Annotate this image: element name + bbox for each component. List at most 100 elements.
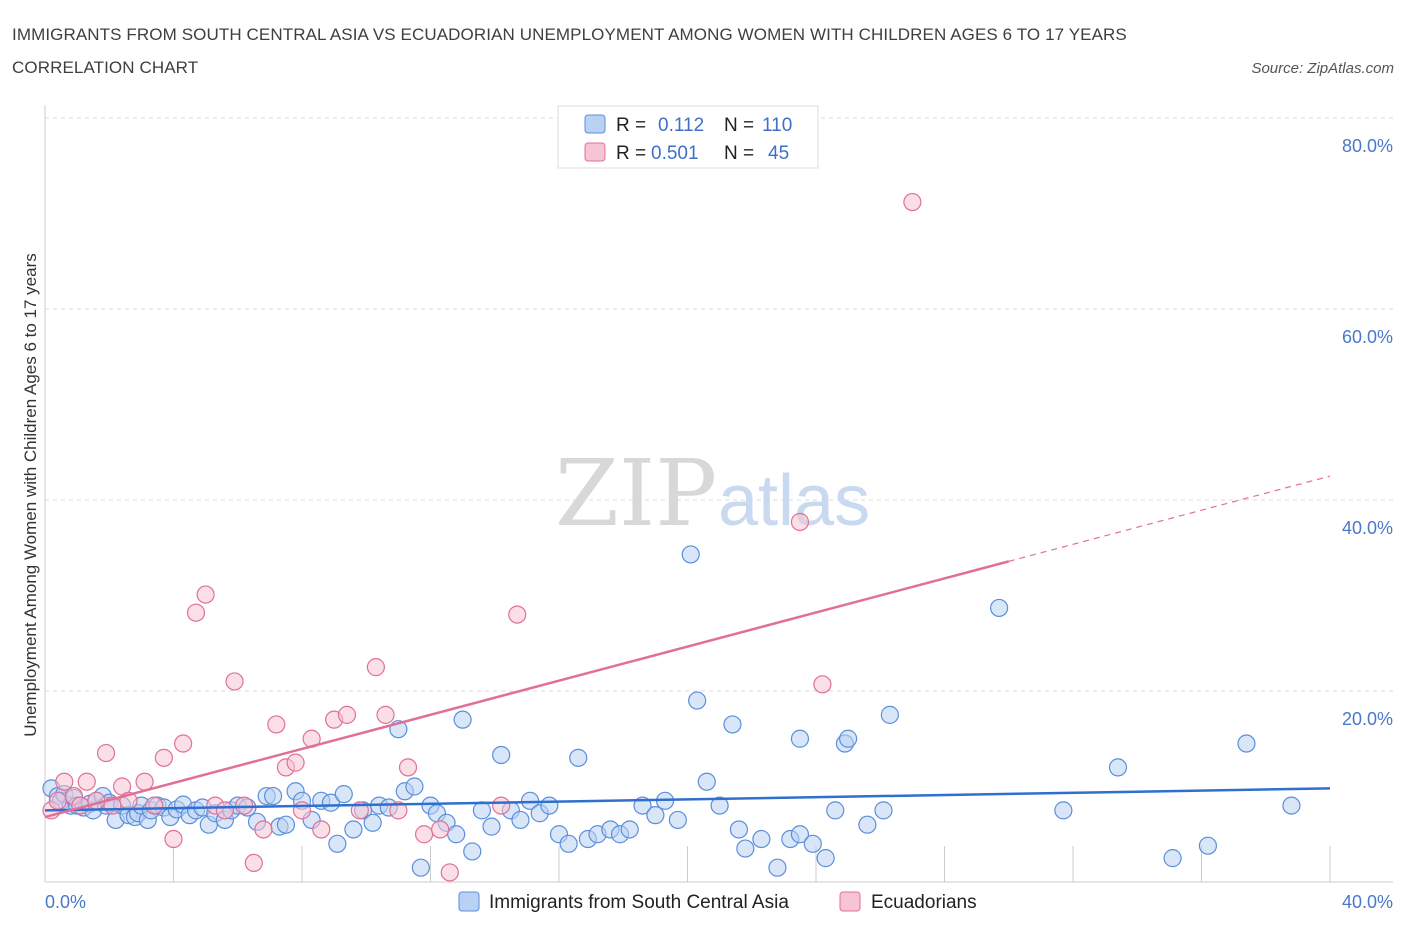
point-immigrants bbox=[463, 842, 482, 861]
series-legend-label-ecuadorians: Ecuadorians bbox=[871, 892, 977, 913]
point-ecuadorians bbox=[376, 705, 395, 724]
point-ecuadorians bbox=[55, 772, 74, 791]
legend-n-value: 110 bbox=[762, 115, 792, 136]
point-immigrants bbox=[768, 858, 787, 877]
point-immigrants bbox=[492, 745, 511, 765]
point-immigrants bbox=[803, 834, 822, 853]
point-ecuadorians bbox=[135, 772, 154, 791]
point-immigrants bbox=[411, 858, 430, 877]
series-legend: Immigrants from South Central Asia Ecuad… bbox=[458, 891, 977, 913]
watermark: ZIP atlas bbox=[555, 440, 870, 547]
point-ecuadorians bbox=[186, 603, 206, 622]
y-tick-label: 40.0% bbox=[1342, 518, 1393, 538]
point-immigrants bbox=[321, 793, 341, 812]
point-immigrants bbox=[472, 801, 491, 820]
point-ecuadorians bbox=[431, 820, 450, 839]
legend-r-value: 0.112 bbox=[658, 115, 704, 136]
point-immigrants bbox=[880, 705, 899, 724]
series-immigrants-points bbox=[42, 545, 1301, 877]
point-ecuadorians bbox=[366, 658, 385, 677]
point-immigrants bbox=[482, 817, 501, 836]
point-ecuadorians bbox=[903, 192, 922, 212]
point-immigrants bbox=[363, 813, 382, 832]
legend-swatch-pink bbox=[584, 142, 606, 162]
point-ecuadorians bbox=[813, 675, 832, 694]
point-ecuadorians bbox=[154, 748, 173, 767]
point-ecuadorians bbox=[414, 825, 434, 844]
point-immigrants bbox=[723, 715, 742, 734]
point-immigrants bbox=[276, 815, 296, 834]
point-immigrants bbox=[790, 825, 810, 844]
legend-r-label: R = bbox=[616, 115, 646, 136]
point-immigrants bbox=[688, 691, 707, 710]
y-tick-label: 20.0% bbox=[1342, 709, 1393, 729]
point-immigrants bbox=[710, 796, 729, 815]
point-immigrants bbox=[447, 825, 466, 844]
point-immigrants bbox=[334, 785, 353, 804]
point-immigrants bbox=[874, 801, 893, 820]
y-tick-label: 60.0% bbox=[1342, 327, 1393, 347]
point-immigrants bbox=[1237, 734, 1256, 753]
point-immigrants bbox=[790, 729, 810, 748]
trend-line-ecuadorians-extension bbox=[1008, 475, 1331, 562]
watermark-atlas: atlas bbox=[718, 461, 870, 541]
series-legend-swatch-pink bbox=[839, 891, 861, 912]
axes bbox=[44, 105, 1393, 883]
point-ecuadorians bbox=[96, 743, 116, 763]
source-label: Source: ZipAtlas.com bbox=[1251, 60, 1394, 77]
point-ecuadorians bbox=[235, 796, 254, 815]
trend-line-ecuadorians bbox=[44, 560, 1010, 819]
trend-line-immigrants bbox=[44, 787, 1331, 812]
point-immigrants bbox=[559, 834, 578, 853]
legend-swatch-blue bbox=[584, 114, 606, 134]
y-tick-label: 80.0% bbox=[1342, 136, 1393, 156]
x-tick-label-min: 0.0% bbox=[45, 892, 86, 912]
point-immigrants bbox=[1108, 758, 1128, 777]
point-ecuadorians bbox=[77, 772, 96, 791]
chart-title: IMMIGRANTS FROM SOUTH CENTRAL ASIA VS EC… bbox=[12, 25, 1127, 77]
point-immigrants bbox=[569, 748, 588, 767]
point-immigrants bbox=[681, 545, 700, 564]
point-ecuadorians bbox=[254, 820, 273, 839]
series-legend-swatch-blue bbox=[458, 891, 480, 912]
point-immigrants bbox=[1163, 849, 1182, 868]
point-ecuadorians bbox=[492, 796, 511, 815]
point-ecuadorians bbox=[337, 705, 357, 724]
point-ecuadorians bbox=[508, 605, 527, 624]
gridlines bbox=[45, 117, 1393, 692]
point-immigrants bbox=[668, 810, 687, 830]
point-immigrants bbox=[1282, 796, 1301, 815]
trend-lines bbox=[44, 475, 1331, 819]
point-immigrants bbox=[816, 849, 835, 868]
point-ecuadorians bbox=[215, 801, 234, 820]
point-immigrants bbox=[990, 598, 1009, 618]
point-ecuadorians bbox=[398, 758, 418, 777]
x-tick-label-max: 40.0% bbox=[1342, 892, 1393, 912]
legend-n-label: N = bbox=[724, 143, 754, 164]
watermark-zip: ZIP bbox=[555, 440, 717, 547]
point-immigrants bbox=[1054, 801, 1073, 820]
point-immigrants bbox=[620, 820, 639, 839]
point-immigrants bbox=[697, 772, 716, 791]
point-immigrants bbox=[511, 810, 530, 830]
legend-n-label: N = bbox=[724, 115, 754, 136]
correlation-legend: R = 0.112 N = 110 R = 0.501 N = 45 bbox=[557, 105, 819, 169]
y-axis-title: Unemployment Among Women with Children A… bbox=[21, 253, 40, 737]
point-immigrants bbox=[328, 834, 347, 853]
point-ecuadorians bbox=[292, 801, 312, 820]
point-immigrants bbox=[263, 786, 283, 806]
point-immigrants bbox=[540, 796, 559, 815]
y-tick-labels: 20.0% 40.0% 60.0% 80.0% bbox=[1342, 136, 1393, 729]
point-ecuadorians bbox=[267, 715, 286, 734]
point-ecuadorians bbox=[286, 753, 305, 772]
point-immigrants bbox=[736, 839, 755, 858]
point-immigrants bbox=[752, 829, 771, 849]
point-ecuadorians bbox=[145, 796, 164, 815]
point-ecuadorians bbox=[389, 801, 408, 820]
point-immigrants bbox=[646, 806, 665, 825]
legend-r-value: 0.501 bbox=[651, 143, 699, 164]
point-ecuadorians bbox=[440, 863, 459, 882]
legend-r-label: R = bbox=[616, 143, 646, 164]
point-immigrants bbox=[839, 729, 858, 748]
